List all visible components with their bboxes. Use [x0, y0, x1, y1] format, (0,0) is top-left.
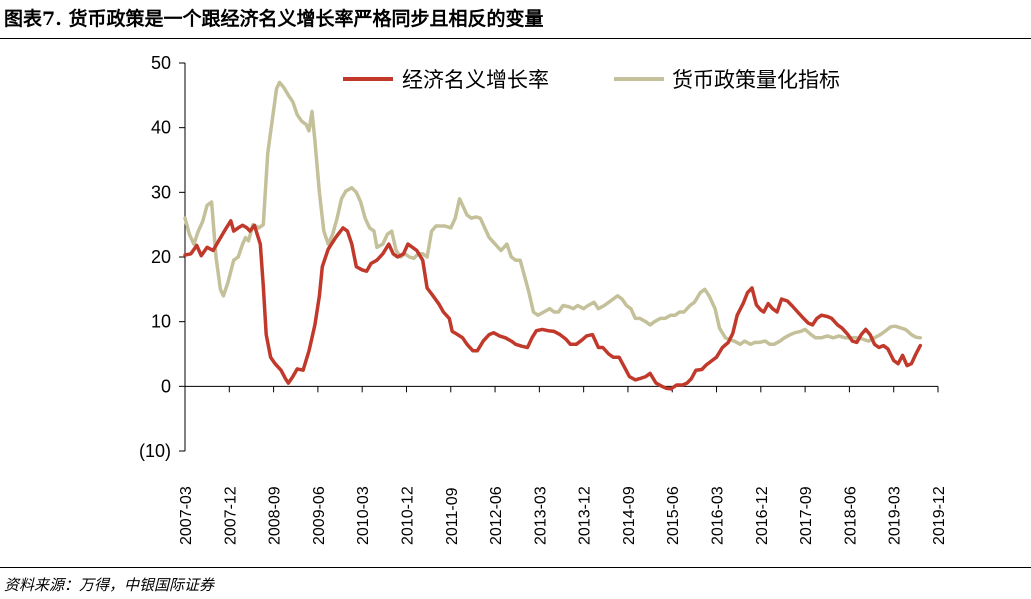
- y-tick-label: 20: [151, 247, 171, 267]
- title-divider: [0, 38, 1031, 39]
- series-line-nominal-growth: [183, 219, 923, 391]
- legend-label-nominal-growth: 经济名义增长率: [402, 68, 549, 92]
- chart-title: 图表7. 货币政策是一个跟经济名义增长率严格同步且相反的变量: [4, 8, 544, 30]
- y-tick-label: 0: [161, 376, 171, 396]
- x-tick-label: 2007-12: [222, 486, 239, 545]
- x-tick-label: 2008-09: [267, 486, 284, 545]
- x-tick-label: 2010-12: [399, 486, 416, 545]
- y-tick-label: 30: [151, 182, 171, 202]
- y-tick-label: 10: [151, 312, 171, 332]
- x-tick-label: 2009-06: [311, 486, 328, 545]
- x-tick-label: 2011-09: [444, 487, 461, 545]
- x-tick-label: 2010-03: [355, 486, 372, 545]
- y-axis: 50 40 30 20 10 0 (10): [139, 53, 186, 461]
- x-tick-label: 2017-09: [798, 486, 815, 545]
- x-tick-label: 2012-06: [488, 486, 505, 545]
- source-note: 资料来源：万得，中银国际证券: [4, 576, 215, 594]
- x-tick-label: 2015-06: [665, 486, 682, 545]
- x-tick-label: 2007-03: [178, 486, 195, 545]
- legend-label-monetary-index: 货币政策量化指标: [672, 68, 840, 92]
- x-tick-label: 2016-12: [754, 486, 771, 545]
- footer-divider: [0, 567, 1031, 568]
- x-tick-label: 2013-12: [577, 486, 594, 545]
- y-tick-label: 50: [151, 53, 171, 73]
- y-tick-label: 40: [151, 118, 171, 138]
- x-tick-label: 2018-06: [842, 486, 859, 545]
- x-tick-label: 2019-03: [887, 486, 904, 545]
- series-lines: [183, 80, 923, 391]
- legend: 经济名义增长率 货币政策量化指标: [343, 68, 840, 92]
- x-tick-label: 2013-03: [532, 486, 549, 545]
- series-line-monetary-index: [183, 80, 923, 347]
- y-tick-label: (10): [139, 441, 171, 461]
- x-tick-label: 2016-03: [710, 486, 727, 545]
- x-tick-label: 2014-09: [621, 486, 638, 545]
- x-tick-label: 2019-12: [931, 486, 948, 545]
- x-axis: 2007-03 2007-12 2008-09 2009-06 2010-03 2010-…: [178, 385, 948, 545]
